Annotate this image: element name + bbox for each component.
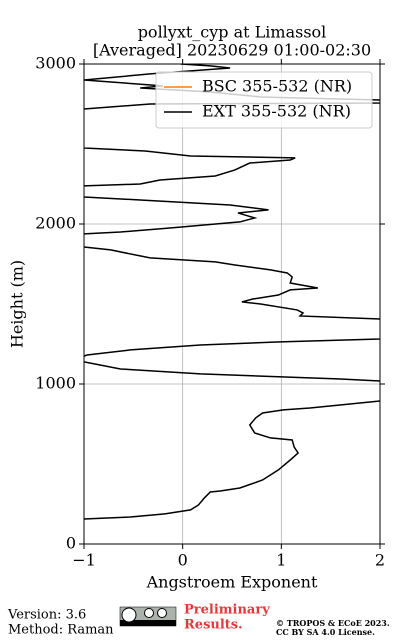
legend-box bbox=[155, 71, 373, 129]
chart-title: pollyxt_cyp at Limassol bbox=[138, 23, 327, 42]
axes-frame bbox=[83, 63, 381, 545]
legend-label: EXT 355-532 (NR) bbox=[202, 102, 351, 121]
x-tick-label: 1 bbox=[276, 551, 286, 570]
legend: BSC 355-532 (NR) EXT 355-532 (NR) bbox=[155, 71, 373, 129]
y-tick-label: 1000 bbox=[35, 374, 76, 393]
y-axis-label: Height (m) bbox=[8, 260, 27, 348]
version: Version: 3.6 bbox=[7, 608, 86, 623]
chart-subtitle: [Averaged] 20230629 01:00-02:30 bbox=[93, 41, 371, 60]
license: CC BY SA 4.0 License. bbox=[276, 627, 375, 637]
y-tick-label: 3000 bbox=[35, 54, 76, 73]
y-tick-label: 2000 bbox=[35, 214, 76, 233]
method: Method: Raman bbox=[8, 623, 114, 638]
x-axis-label: Angstroem Exponent bbox=[146, 573, 318, 592]
cc-badge bbox=[119, 606, 177, 627]
plot-area bbox=[83, 63, 381, 545]
status: Preliminary bbox=[184, 603, 270, 618]
x-tick-label: 0 bbox=[178, 551, 188, 570]
profile-line bbox=[84, 64, 380, 520]
x-tick-label: −1 bbox=[72, 551, 96, 570]
y-tick-label: 0 bbox=[66, 534, 76, 553]
copyright: © TROPOS & ECoE 2023. bbox=[276, 618, 390, 628]
x-tick-label: 2 bbox=[375, 551, 385, 570]
legend-label: BSC 355-532 (NR) bbox=[202, 77, 352, 96]
status: Results. bbox=[184, 618, 243, 633]
